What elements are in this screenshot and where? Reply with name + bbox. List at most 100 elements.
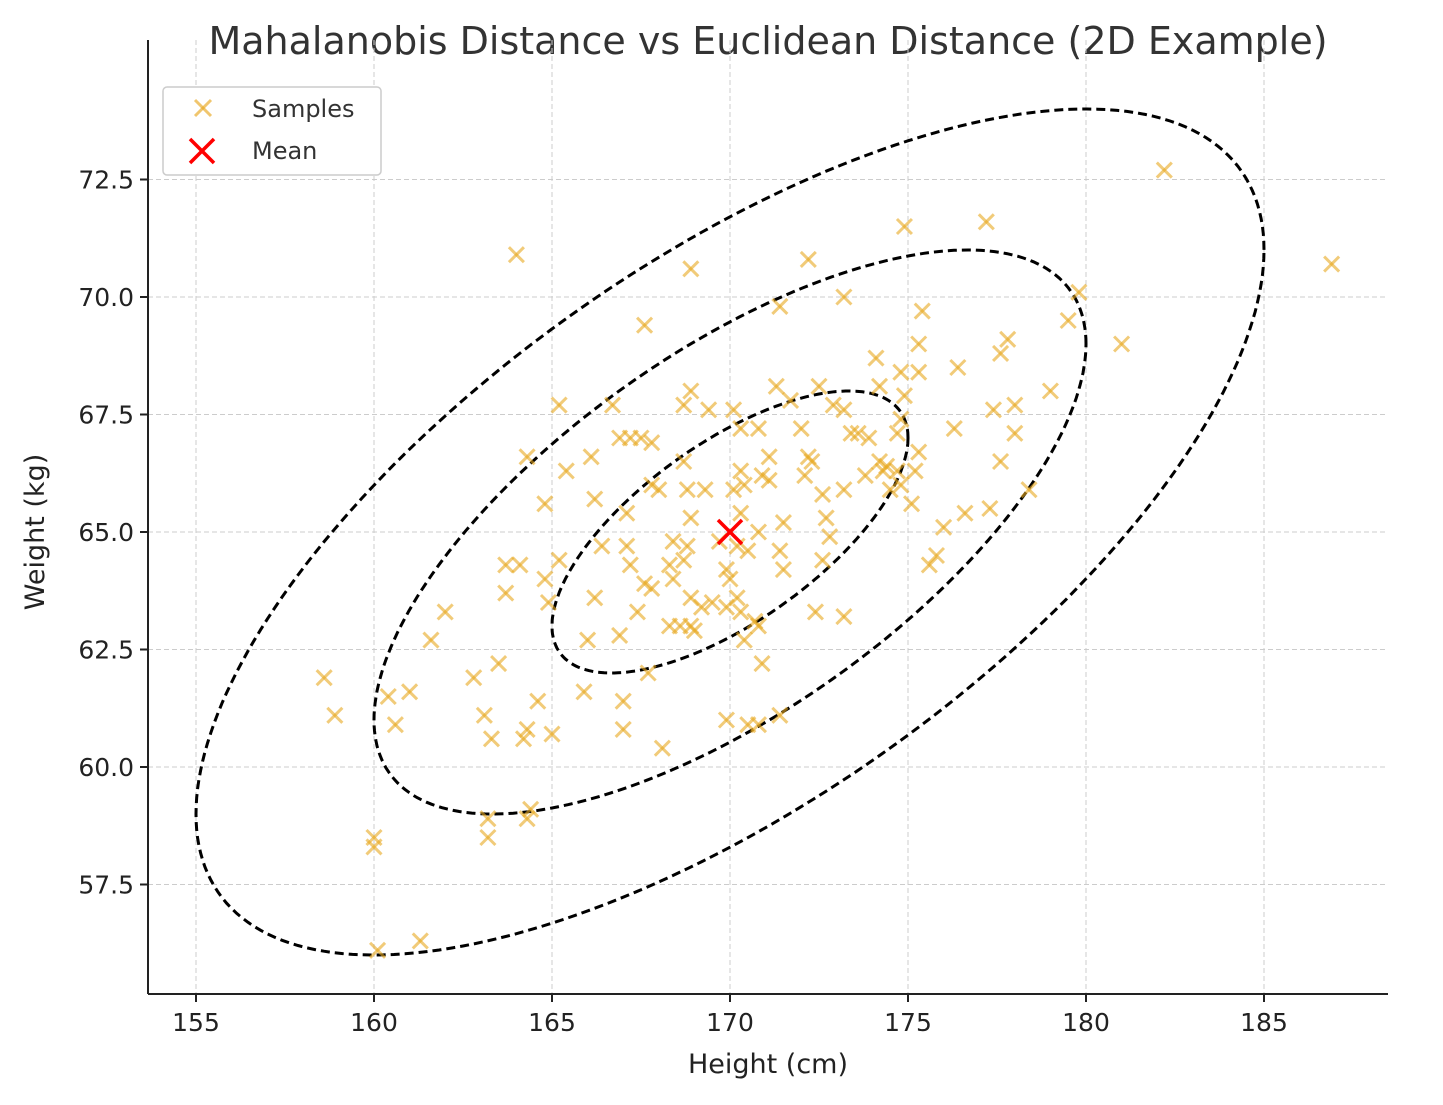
sample-point [614, 692, 632, 710]
y-axis-label: Weight (kg) [20, 454, 51, 611]
sample-point [1059, 311, 1077, 330]
sample-point [835, 608, 853, 626]
sample-point [675, 551, 693, 569]
sample-points [315, 161, 1341, 959]
sample-point [732, 462, 750, 480]
sample-point [735, 631, 753, 649]
y-tick-label: 62.5 [78, 636, 134, 665]
sample-point [749, 716, 768, 734]
sample-point [465, 669, 483, 687]
legend-samples-label: Samples [252, 95, 355, 123]
sample-point [643, 579, 661, 597]
sample-point [835, 401, 853, 419]
sample-point [813, 551, 832, 569]
y-tick-label: 67.5 [78, 401, 134, 430]
sample-point [675, 396, 693, 414]
sample-point [902, 495, 921, 513]
sample-point [1155, 161, 1173, 179]
sample-point [999, 330, 1017, 348]
sample-point [618, 504, 636, 522]
sample-point [436, 603, 454, 621]
sample-point [557, 462, 575, 480]
sample-point [927, 546, 946, 565]
x-axis-label: Height (cm) [688, 1049, 848, 1080]
sample-point [685, 622, 703, 640]
sample-point [678, 481, 696, 499]
sample-point [870, 377, 889, 395]
sample-point [991, 452, 1010, 471]
x-ticks: 155 160 165 170 175 180 185 [172, 994, 1288, 1037]
chart-title: Mahalanobis Distance vs Euclidean Distan… [208, 19, 1327, 63]
sample-point [867, 349, 885, 367]
sample-point [895, 217, 914, 236]
sample-point [618, 537, 636, 555]
sample-point [981, 499, 999, 518]
sample-point [749, 617, 768, 635]
sample-point [401, 683, 419, 701]
sample-point [1113, 335, 1131, 353]
sample-point [771, 297, 789, 315]
x-tick-label: 155 [172, 1008, 220, 1037]
sample-point [878, 457, 896, 475]
sample-point [639, 664, 657, 682]
sample-point [991, 344, 1010, 362]
sample-point [675, 452, 693, 471]
sample-point [682, 382, 700, 400]
sample-point [529, 692, 547, 710]
sample-point [621, 556, 639, 574]
sample-point [856, 467, 874, 485]
sample-point [888, 424, 906, 442]
sample-point [892, 410, 910, 428]
sample-point [920, 556, 938, 574]
sample-point [621, 429, 639, 447]
sample-point [379, 687, 397, 706]
sample-point [497, 556, 515, 574]
sample-point [497, 584, 515, 602]
legend-mean-label: Mean [252, 137, 317, 165]
sample-point [575, 683, 593, 701]
sample-point [660, 617, 679, 635]
sample-point [411, 932, 429, 950]
sample-point [1070, 283, 1088, 301]
sample-point [586, 490, 604, 508]
sample-point [796, 467, 814, 485]
x-tick-label: 180 [1062, 1008, 1110, 1037]
sample-point [614, 720, 632, 738]
sample-point [518, 448, 536, 466]
sample-point [824, 396, 842, 414]
sample-point [518, 720, 536, 738]
sample-point [906, 462, 924, 480]
sample-point [479, 828, 497, 847]
sample-point [664, 570, 682, 588]
sample-point [732, 504, 750, 522]
sample-point [728, 537, 746, 555]
sample-point [767, 377, 785, 395]
sample-point [511, 556, 529, 574]
sample-point [664, 532, 682, 550]
sample-point [881, 481, 899, 499]
y-tick-label: 72.5 [78, 166, 134, 195]
sample-point [678, 537, 696, 555]
sample-point [660, 556, 679, 574]
sample-point [1020, 481, 1038, 499]
sample-point [611, 626, 629, 644]
y-ticks: 57.5 60.0 62.5 65.0 67.5 70.0 72.5 [78, 166, 148, 900]
sample-point [550, 551, 568, 569]
sample-point [539, 593, 558, 612]
sample-point [536, 495, 554, 513]
mean-marker [716, 518, 744, 546]
sample-point [984, 401, 1003, 419]
sample-point [603, 396, 622, 414]
sample-point [717, 561, 736, 579]
y-tick-label: 60.0 [78, 753, 134, 782]
sample-point [1041, 382, 1059, 400]
sample-point [650, 481, 668, 499]
sample-point [682, 260, 700, 278]
sample-point [482, 730, 501, 748]
sample-point [653, 739, 671, 757]
ellipse-3-sigma [194, 107, 1266, 957]
sample-point [724, 401, 743, 419]
sample-point [315, 669, 333, 687]
sample-point [703, 593, 721, 612]
